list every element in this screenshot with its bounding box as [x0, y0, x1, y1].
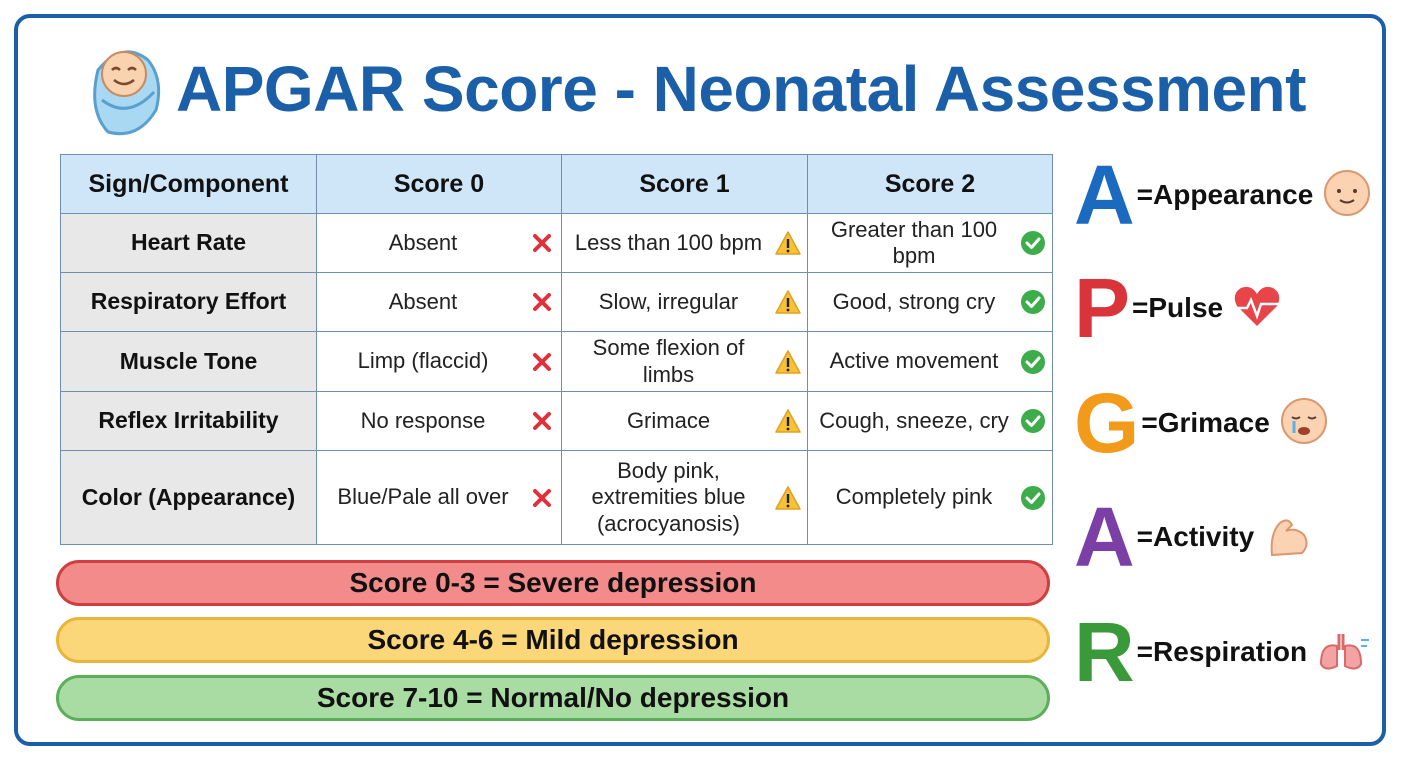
score-cell: Grimace [561, 391, 808, 451]
cross-icon [533, 488, 551, 507]
mnemonic-icon [1280, 398, 1327, 444]
check-icon [1021, 409, 1045, 433]
cell-text: Body pink, extremities blue (acrocyanosi… [591, 457, 746, 536]
cell-text: Color (Appearance) [81, 483, 296, 510]
score-cell: Some flexion of limbs [561, 331, 808, 392]
score-cell: Body pink, extremities blue (acrocyanosi… [561, 450, 808, 545]
warn-icon [775, 485, 801, 510]
mnemonic-letter: G [1074, 376, 1140, 470]
cell-text: Reflex Irritability [98, 407, 279, 434]
score-cell: Slow, irregular [561, 272, 808, 332]
header-cell: Score 1 [561, 154, 808, 214]
mnemonic-letter: P [1074, 261, 1131, 355]
score-cell: Active movement [807, 331, 1053, 392]
score-band: Score 7-10 = Normal/No depression [56, 675, 1050, 721]
cell-text: Greater than 100 bpm [830, 216, 998, 268]
header-cell: Score 2 [807, 154, 1053, 214]
cross-icon [533, 352, 551, 371]
cross-icon [533, 412, 551, 430]
sign-cell: Respiratory Effort [60, 272, 317, 332]
sign-cell: Muscle Tone [60, 331, 317, 392]
mnemonic-letter: A [1074, 490, 1135, 584]
mnemonic-icon [1234, 286, 1280, 326]
mnemonic-text: =Pulse [1132, 292, 1224, 323]
mnemonic-icon [1320, 634, 1370, 670]
cell-text: Absent [388, 229, 458, 255]
mnemonic-letter: R [1074, 605, 1135, 699]
score-band: Score 4-6 = Mild depression [56, 617, 1050, 663]
baby-icon [93, 50, 161, 136]
cell-text: Blue/Pale all over [337, 484, 509, 510]
cell-text: Grimace [626, 407, 711, 433]
mnemonic-text: =Grimace [1141, 407, 1270, 438]
score-cell: No response [316, 391, 562, 451]
mnemonic-text: =Appearance [1136, 179, 1314, 210]
cell-text: Limp (flaccid) [357, 348, 489, 374]
cell-text: Muscle Tone [119, 347, 258, 374]
mnemonic-item: P =Pulse [1074, 258, 1287, 358]
cell-text: Completely pink [835, 484, 993, 510]
cell-text: Respiratory Effort [90, 288, 287, 315]
score-cell: Good, strong cry [807, 272, 1053, 332]
header-cell: Sign/Component [60, 154, 317, 214]
cell-text: Good, strong cry [832, 288, 996, 314]
score-cell: Blue/Pale all over [316, 450, 562, 545]
header-cell: Score 0 [316, 154, 562, 214]
cell-text: Cough, sneeze, cry [819, 407, 1009, 433]
warn-icon [775, 290, 801, 314]
score-cell: Greater than 100 bpm [807, 213, 1053, 273]
sign-cell: Heart Rate [60, 213, 317, 273]
cell-text: Absent [388, 288, 458, 314]
sign-cell: Color (Appearance) [60, 450, 317, 545]
mnemonic-text: =Activity [1136, 521, 1255, 552]
mnemonic-letter: A [1074, 148, 1135, 242]
score-cell: Limp (flaccid) [316, 331, 562, 392]
sign-cell: Reflex Irritability [60, 391, 317, 451]
mnemonic-text: =Respiration [1136, 636, 1308, 667]
check-icon [1021, 231, 1045, 255]
cell-text: Heart Rate [130, 229, 247, 256]
cell-text: No response [360, 407, 486, 433]
mnemonic-item: G =Grimace [1074, 373, 1334, 473]
score-cell: Absent [316, 272, 562, 332]
warn-icon [775, 349, 801, 374]
warn-icon [775, 231, 801, 255]
mnemonic-icon [1324, 170, 1371, 216]
score-cell: Cough, sneeze, cry [807, 391, 1053, 451]
cell-text: Active movement [829, 348, 999, 374]
check-icon [1021, 485, 1045, 510]
check-icon [1021, 290, 1045, 314]
check-icon [1021, 349, 1045, 374]
mnemonic-item: A =Appearance [1074, 145, 1377, 245]
score-cell: Absent [316, 213, 562, 273]
mnemonic-item: R =Respiration [1074, 602, 1371, 702]
score-cell: Less than 100 bpm [561, 213, 808, 273]
mnemonic-icon [1270, 519, 1308, 557]
cell-text: Less than 100 bpm [574, 229, 763, 255]
cross-icon [533, 293, 551, 311]
score-cell: Completely pink [807, 450, 1053, 545]
warn-icon [775, 409, 801, 433]
cell-text: Slow, irregular [598, 288, 739, 314]
score-band: Score 0-3 = Severe depression [56, 560, 1050, 606]
title: APGAR Score - Neonatal Assessment [176, 53, 1306, 125]
cell-text: Some flexion of limbs [592, 335, 745, 387]
cross-icon [533, 234, 551, 252]
border-frame [14, 14, 1386, 746]
mnemonic-item: A =Activity [1074, 487, 1318, 587]
